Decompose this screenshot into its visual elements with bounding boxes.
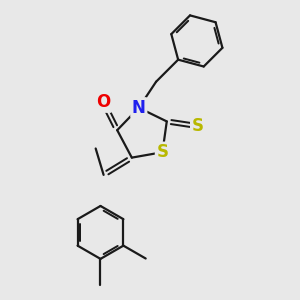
Text: S: S [192,117,204,135]
Text: N: N [132,99,146,117]
Text: S: S [156,143,168,161]
Text: O: O [96,93,110,111]
